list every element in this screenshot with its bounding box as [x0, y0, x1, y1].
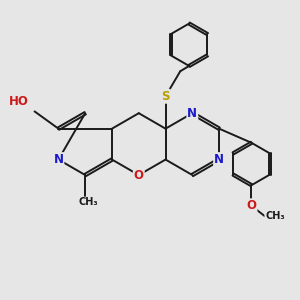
Text: S: S [161, 90, 170, 103]
Text: CH₃: CH₃ [265, 211, 285, 221]
Text: N: N [187, 107, 197, 120]
Text: N: N [214, 153, 224, 166]
Text: N: N [53, 153, 63, 166]
Text: HO: HO [8, 94, 28, 108]
Text: O: O [134, 169, 144, 182]
Text: O: O [247, 199, 256, 212]
Text: CH₃: CH₃ [78, 197, 98, 207]
